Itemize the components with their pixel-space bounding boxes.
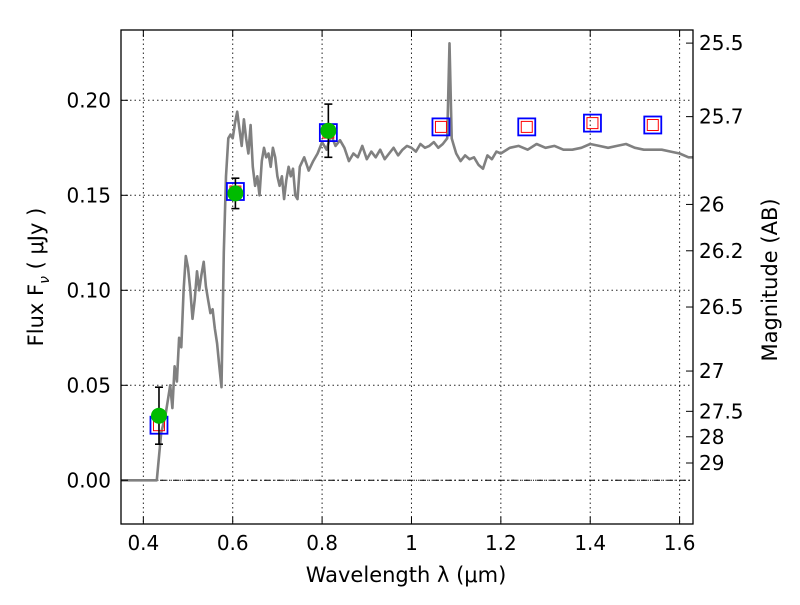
y-axis-label: Flux Fν ( μJy )	[24, 208, 53, 347]
grid-layer	[121, 30, 693, 524]
y2-tick-label: 27.5	[699, 399, 744, 423]
x-axis-label: Wavelength λ (μm)	[306, 563, 507, 587]
observed-point	[320, 122, 337, 139]
y-tick-label: 0.15	[66, 183, 111, 207]
y2-tick-label: 26.2	[699, 239, 744, 263]
y2-tick-label: 26.5	[699, 295, 744, 319]
y2-tick-label: 28	[699, 425, 724, 449]
x-tick-label: 0.8	[306, 531, 338, 555]
data-layer	[121, 41, 693, 482]
plot-frame	[120, 29, 694, 525]
y-axis-label-flux: Flux F	[24, 284, 48, 346]
model-photometry-inner-box	[520, 120, 533, 133]
axes-layer: 0.4 0.6 0.8 1 1.2 1.4 1.6 0.00 0.05 0.10 0.15 0.20 2…	[66, 29, 744, 555]
model-spectrum-line	[121, 41, 693, 482]
y2-tick-label: 27	[699, 359, 724, 383]
y-tick-label: 0.05	[66, 373, 111, 397]
x-tick-label: 1.6	[664, 531, 696, 555]
y-axis-label-subscript: ν	[37, 276, 53, 284]
y-tick-label: 0.00	[66, 468, 111, 492]
model-photometry-box	[431, 117, 451, 137]
y2-tick-label: 25.7	[699, 105, 744, 129]
y2-tick-label: 25.5	[699, 31, 744, 55]
model-photometry-box	[517, 117, 537, 137]
model-photometry-box	[583, 113, 602, 133]
y-tick-label: 0.20	[66, 88, 111, 112]
x-tick-label: 1.2	[485, 531, 517, 555]
y-tick-label: 0.10	[66, 278, 111, 302]
model-photometry-inner-box	[434, 120, 447, 133]
y2-tick-label: 29	[699, 451, 724, 475]
model-photometry-inner-box	[586, 117, 599, 130]
observed-point	[227, 185, 244, 202]
model-photometry-box	[643, 115, 663, 135]
y2-tick-label: 26	[699, 192, 724, 216]
y-axis-label-unit: ( μJy )	[24, 208, 48, 276]
observed-point	[150, 407, 167, 424]
x-tick-label: 1.4	[574, 531, 606, 555]
y2-axis-label: Magnitude (AB)	[758, 198, 782, 361]
x-tick-label: 0.4	[127, 531, 159, 555]
x-tick-label: 0.6	[217, 531, 249, 555]
x-tick-label: 1	[405, 531, 418, 555]
model-photometry-inner-box	[646, 119, 659, 131]
